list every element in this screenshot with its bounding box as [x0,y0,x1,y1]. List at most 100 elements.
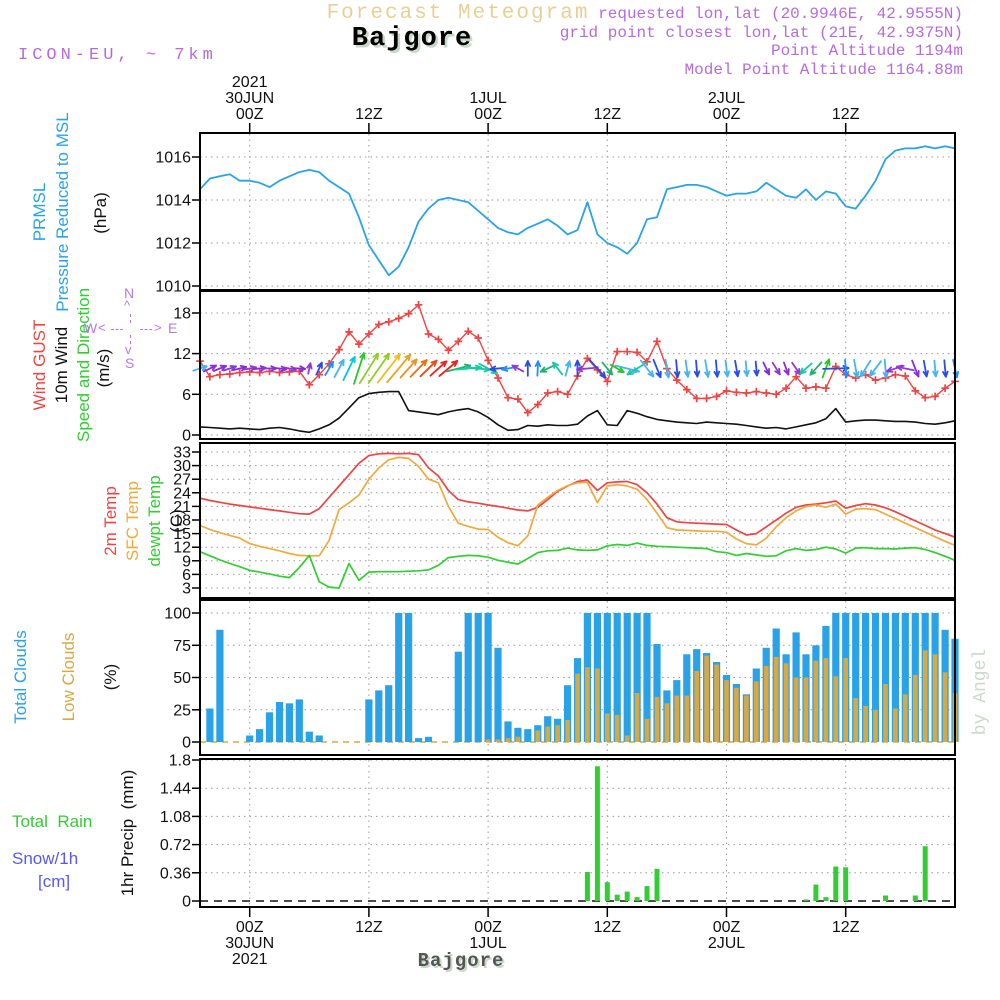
compass-left-arrow-icon: < [98,320,106,335]
low-clouds-bar [515,736,521,742]
svg-text:24: 24 [173,485,191,502]
low-clouds-bar [684,695,690,742]
wind-direction-arrow [588,358,607,379]
side-label-wind-gust: Wind GUST [30,319,49,411]
low-clouds-bar [803,677,809,742]
svg-text:12Z: 12Z [594,919,622,936]
total-clouds-bar [405,613,413,742]
wind-direction-arrow [552,361,564,376]
wind-direction-arrow [733,359,741,378]
footer-station-title: Bajgore [417,950,505,972]
svg-text:1.08: 1.08 [160,809,191,826]
time-axis: 202130JUN00Z00Z30JUN202112Z12Z1JUL00Z00Z… [225,74,859,968]
svg-text:25: 25 [173,702,191,719]
svg-text:21: 21 [173,499,191,516]
low-clouds-bar [863,705,868,742]
wind-direction-arrow [419,359,438,378]
total-clouds-bar [375,690,383,742]
total-clouds-bar [305,731,313,742]
svg-text:15: 15 [173,526,191,543]
svg-text:2021: 2021 [232,951,268,968]
total-clouds-bar [454,651,462,742]
wind-direction-arrow [333,358,345,379]
svg-text:27: 27 [173,472,191,489]
rain-1h-bar [833,866,839,901]
compass-west-label: W [84,320,98,336]
low-clouds-bar [585,667,590,742]
side-label-snow-1h: Snow/1h [12,849,79,868]
unit-label-temp: (C) [167,509,186,533]
temp-2m-line [199,452,956,538]
total-clouds-bar [494,647,502,742]
svg-text:6: 6 [182,567,191,584]
page-title: Forecast Meteogram [326,2,590,25]
svg-text:00Z: 00Z [713,106,741,123]
svg-text:1JUL: 1JUL [469,90,506,107]
total-clouds-bar [623,613,631,742]
svg-text:30JUN: 30JUN [225,90,274,107]
total-clouds-bar [415,738,423,742]
svg-text:30: 30 [173,458,191,475]
side-label-cm: [cm] [38,872,71,891]
low-clouds-bar [942,672,948,742]
total-clouds-bar [246,735,254,742]
total-clouds-bar [633,613,641,742]
low-clouds-bar [764,665,769,742]
total-clouds-bar [275,702,284,742]
total-clouds-bar [216,629,224,742]
svg-text:30JUN: 30JUN [225,935,274,952]
low-clouds-bar [913,674,918,742]
wind-direction-arrow [809,361,823,376]
svg-text:2JUL: 2JUL [708,935,745,952]
wind-direction-arrow [942,359,949,378]
wind-direction-arrow [869,360,882,377]
wind-direction-arrow [367,353,390,384]
total-clouds-bar [464,613,472,742]
low-clouds-bar [754,681,759,742]
low-clouds-bar [505,738,511,742]
low-clouds-bar [922,650,928,742]
low-clouds-bar [873,709,878,743]
low-clouds-bar [883,684,888,742]
rain-1h-bar [843,867,849,901]
svg-text:75: 75 [173,638,191,655]
wind-direction-arrow [212,364,227,372]
wind-direction-arrow [911,359,920,378]
compass-right-arrow-icon: > [154,320,162,335]
svg-text:9: 9 [182,553,191,570]
svg-text:2JUL: 2JUL [708,90,745,107]
compass-vertical-dash-icon [130,335,131,344]
total-clouds-bar [514,727,522,742]
unit-label-clouds: (%) [101,663,120,691]
svg-text:1012: 1012 [155,236,191,253]
rain-1h-bar [813,884,819,901]
low-clouds-bar [773,656,779,742]
svg-text:12Z: 12Z [355,919,383,936]
total-clouds-bar [524,729,532,742]
low-clouds-bar [674,695,680,742]
wind-direction-arrow [639,359,655,378]
rain-1h-bar [614,894,620,901]
temp-dewpoint-line [199,542,956,589]
low-clouds-bar [724,680,729,742]
unit-label-precip: 1hr Precip (mm) [118,769,137,897]
wind-direction-arrow [315,361,323,376]
rain-1h-bar [654,868,660,901]
low-clouds-bar [903,694,908,742]
wind-direction-arrow [771,361,781,376]
svg-text:12Z: 12Z [832,106,860,123]
wind-direction-arrow [429,360,448,377]
low-clouds-bar [843,658,848,742]
rain-1h-bar [604,882,610,901]
side-label-prmsl: PRMSL [30,182,49,242]
low-clouds-bar [744,695,749,742]
svg-text:1.8: 1.8 [169,753,191,770]
total-clouds-bar [881,613,890,742]
compass-horizontal-dash-icon [111,329,123,330]
svg-text:0.72: 0.72 [160,837,191,854]
side-label-sfc-temp: SFC Temp [123,481,142,561]
low-clouds-bar [575,673,580,742]
total-clouds-bar [395,613,403,742]
wind-direction-arrow [576,365,599,373]
